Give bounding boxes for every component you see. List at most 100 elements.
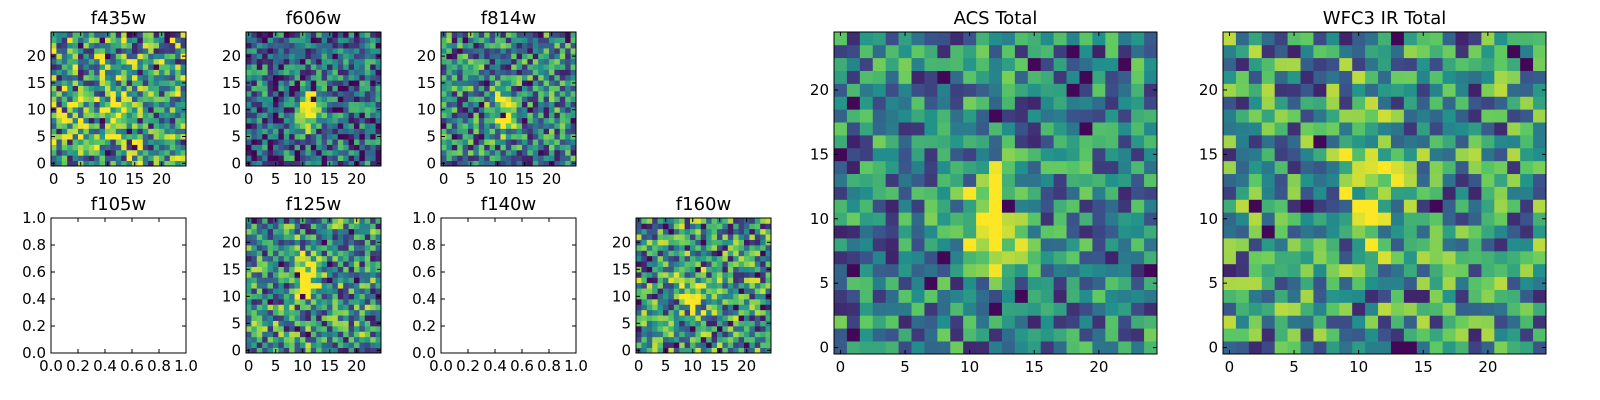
heatmap-cell <box>834 341 848 355</box>
heatmap-cell <box>711 245 718 251</box>
heatmap-cell <box>684 234 691 240</box>
heatmap-cell <box>364 223 371 230</box>
heatmap-cell <box>1066 96 1080 110</box>
heatmap-cell <box>462 69 469 76</box>
heatmap-cell <box>294 96 301 103</box>
heatmap-cell <box>538 117 544 124</box>
heatmap-cell <box>305 112 312 119</box>
heatmap-cell <box>1001 135 1016 149</box>
heatmap-cell <box>976 315 990 329</box>
heatmap-cell <box>169 160 176 167</box>
heatmap-cell <box>462 64 469 70</box>
heatmap-cell <box>61 37 68 44</box>
heatmap-cell <box>1053 109 1067 123</box>
heatmap-cell <box>1390 302 1405 316</box>
heatmap-cell <box>652 315 658 321</box>
heatmap-cell <box>1442 160 1456 175</box>
heatmap-cell <box>337 155 344 161</box>
heatmap-cell <box>846 289 861 303</box>
heatmap-cell <box>1494 263 1508 278</box>
heatmap-cell <box>132 90 138 97</box>
heatmap-cell <box>679 320 685 327</box>
heatmap-cell <box>370 90 376 97</box>
heatmap-cell <box>267 80 274 86</box>
heatmap-cell <box>51 123 57 129</box>
heatmap-cell <box>1352 147 1366 162</box>
heatmap-cell <box>1274 32 1288 46</box>
heatmap-cell <box>1403 199 1418 213</box>
heatmap-cell <box>1352 70 1366 84</box>
heatmap-cell <box>711 282 718 289</box>
heatmap-cell <box>462 80 469 86</box>
heatmap-cell <box>175 123 181 129</box>
heatmap-cell <box>500 123 507 129</box>
heatmap-cell <box>738 245 745 251</box>
heatmap-cell <box>872 276 887 290</box>
heatmap-cell <box>749 315 756 321</box>
heatmap-cell <box>484 123 490 129</box>
heatmap-cell <box>321 32 328 38</box>
heatmap-cell <box>267 90 274 97</box>
heatmap-cell <box>251 250 258 257</box>
heatmap-cell <box>175 53 181 60</box>
heatmap-cell <box>543 37 550 44</box>
heatmap-cell <box>1066 289 1080 303</box>
heatmap-cell <box>110 37 117 44</box>
heatmap-cell <box>61 96 68 103</box>
heatmap-cell <box>1092 263 1106 278</box>
heatmap-cell <box>56 42 63 49</box>
heatmap-cell <box>727 255 734 262</box>
heatmap-cell <box>1507 70 1521 84</box>
heatmap-cell <box>83 155 90 161</box>
heatmap-cell <box>169 58 176 65</box>
heatmap-cell <box>1520 173 1534 187</box>
heatmap-cell <box>1274 238 1288 252</box>
heatmap-cell <box>110 133 117 140</box>
heatmap-cell <box>316 288 322 294</box>
heatmap-cell <box>310 223 317 230</box>
heatmap-cell <box>1223 70 1237 84</box>
heatmap-cell <box>61 144 68 151</box>
heatmap-cell <box>1066 122 1080 136</box>
heatmap-cell <box>690 320 696 327</box>
heatmap-cell <box>364 80 371 86</box>
heatmap-cell <box>175 58 181 65</box>
heatmap-cell <box>337 218 344 224</box>
heatmap-cell <box>251 155 258 161</box>
heatmap-cells-f606w <box>246 32 382 167</box>
heatmap-cell <box>251 101 258 108</box>
heatmap-cell <box>164 42 171 49</box>
heatmap-cell <box>505 117 512 124</box>
heatmap-cell <box>267 336 274 343</box>
heatmap-cell <box>543 101 550 108</box>
heatmap-cell <box>337 74 344 81</box>
x-tick-label: 10 <box>960 358 979 376</box>
heatmap-cell <box>462 155 469 161</box>
heatmap-cell <box>327 250 333 257</box>
heatmap-cell <box>684 228 691 235</box>
heatmap-cell <box>695 234 702 240</box>
heatmap-cell <box>262 96 268 103</box>
heatmap-cell <box>273 342 279 348</box>
heatmap-cell <box>1339 328 1353 342</box>
heatmap-cell <box>159 123 165 129</box>
heatmap-cell <box>359 144 366 151</box>
heatmap-cell <box>343 37 349 44</box>
heatmap-cell <box>88 112 95 119</box>
heatmap-cell <box>489 101 496 108</box>
heatmap-cell <box>289 239 295 246</box>
heatmap-cell <box>565 58 571 65</box>
heatmap-cell <box>110 96 117 103</box>
heatmap-cell <box>289 64 295 70</box>
heatmap-cell <box>924 135 938 149</box>
heatmap-cell <box>446 107 453 113</box>
heatmap-cell <box>468 58 474 65</box>
heatmap-cell <box>457 123 463 129</box>
heatmap-cell <box>641 255 648 262</box>
heatmap-cell <box>105 53 111 60</box>
heatmap-cell <box>554 85 561 92</box>
heatmap-cell <box>898 109 912 123</box>
heatmap-cell <box>316 282 322 289</box>
